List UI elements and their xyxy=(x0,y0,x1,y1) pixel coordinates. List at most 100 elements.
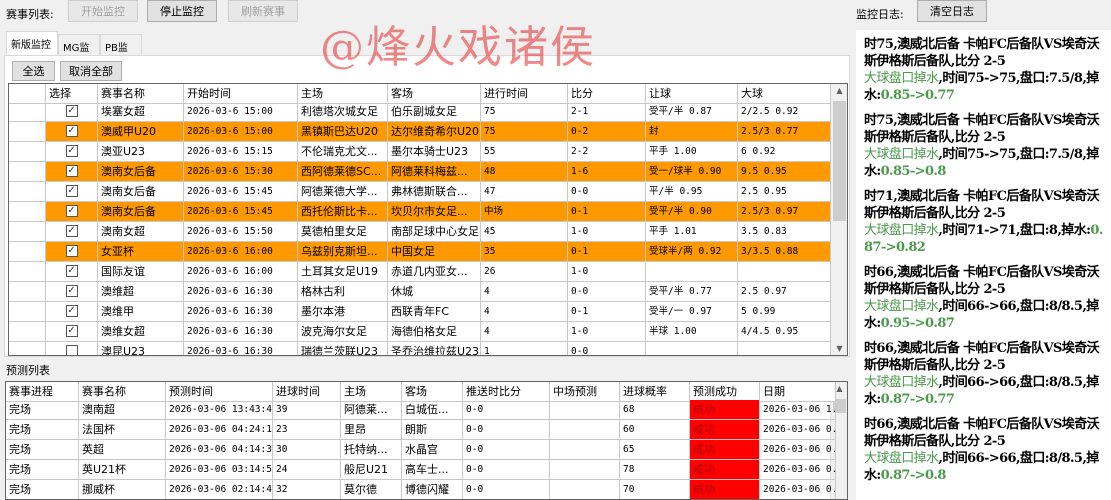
column-header[interactable]: 比分 xyxy=(568,84,646,104)
column-header[interactable]: 赛事名称 xyxy=(98,84,184,104)
table-row[interactable]: 完场 英U21杯 2026-03-06 03:14:58 24 般尼U21 高车士... 0… xyxy=(6,460,836,480)
row-header[interactable] xyxy=(9,182,46,202)
table-row[interactable]: ✓ 澳维超 2026-03-6 16:30 格林古利 休城 4 0-0 受平/半 0.77 2.… xyxy=(9,282,831,302)
table-row[interactable]: ✓ 埃塞女超 2026-03-6 15:00 利德塔次城女足 伯乐副城女足 75 2-1 受平… xyxy=(9,102,831,122)
select-cell[interactable]: ✓ xyxy=(46,162,98,182)
column-header[interactable]: 推送时比分 xyxy=(463,382,550,402)
select-checkbox[interactable] xyxy=(65,345,78,355)
column-header[interactable]: 进球时间 xyxy=(273,382,341,402)
select-checkbox[interactable]: ✓ xyxy=(65,165,78,177)
row-header[interactable] xyxy=(9,242,46,262)
column-header[interactable]: 选择 xyxy=(46,84,98,104)
select-cell[interactable]: ✓ xyxy=(46,322,98,342)
select-cell[interactable]: ✓ xyxy=(46,242,98,262)
overunder-cell: 2.5 0.95 xyxy=(738,182,831,202)
select-all-button[interactable]: 全选 xyxy=(12,61,55,81)
table-row[interactable]: ✓ 澳维女超 2026-03-6 16:30 波克海尔女足 海德伯格女足 4 1-0 半球 1… xyxy=(9,322,831,342)
table-row[interactable]: ✓ 国际友谊 2026-03-6 16:00 土耳其女足U19 赤道几内亚女... 26 1… xyxy=(9,262,831,282)
prediction-table-scrollbar[interactable]: ▲ xyxy=(830,382,847,499)
row-header[interactable] xyxy=(9,302,46,322)
select-checkbox[interactable]: ✓ xyxy=(65,125,78,137)
column-header[interactable]: 赛事名称 xyxy=(79,382,166,402)
select-checkbox[interactable]: ✓ xyxy=(65,305,78,317)
select-cell[interactable]: ✓ xyxy=(46,122,98,142)
column-header[interactable]: 开始时间 xyxy=(184,84,298,104)
tab-new-monitor[interactable]: 新版监控 xyxy=(6,31,58,55)
row-header-corner xyxy=(9,84,46,104)
select-cell[interactable]: ✓ xyxy=(46,202,98,222)
column-header[interactable]: 进球概率 xyxy=(620,382,690,402)
select-cell[interactable]: ✓ xyxy=(46,282,98,302)
row-header[interactable] xyxy=(9,322,46,342)
start-monitor-button[interactable]: 开始监控 xyxy=(68,0,138,22)
select-checkbox[interactable]: ✓ xyxy=(65,225,78,237)
column-header[interactable]: 进行时间 xyxy=(481,84,568,104)
table-row[interactable]: 完场 挪威杯 2026-03-06 02:14:48 32 莫尔德 博德闪耀 0-0 70 成功… xyxy=(6,480,836,499)
column-header[interactable]: 赛事进程 xyxy=(6,382,79,402)
select-checkbox[interactable]: ✓ xyxy=(65,265,78,277)
table-row[interactable]: ✓ 女亚杯 2026-03-6 16:00 乌兹别克斯坦... 中国女足 35 0-1 受球半… xyxy=(9,242,831,262)
column-header[interactable]: 中场预测 xyxy=(550,382,620,402)
row-header[interactable] xyxy=(9,342,46,355)
table-row[interactable]: ✓ 澳南女超 2026-03-6 15:50 莫德柏里女足 南部足球中心女足 45 1-0 平… xyxy=(9,222,831,242)
table-row[interactable]: ✓ 澳威甲U20 2026-03-6 15:00 黑镇斯巴达U20 达尔维奇希尔U20 7… xyxy=(9,122,831,142)
log-entry-alert: 大球盘口掉水 xyxy=(864,451,939,466)
refresh-matches-button[interactable]: 刷新赛事 xyxy=(228,0,298,22)
table-row[interactable]: ✓ 澳南女后备 2026-03-6 15:45 阿德莱德大学... 弗林德斯联合... 4… xyxy=(9,182,831,202)
column-header[interactable]: 预测时间 xyxy=(166,382,273,402)
cell: 托特纳... xyxy=(341,440,402,460)
select-cell[interactable]: ✓ xyxy=(46,222,98,242)
cell: 2026-03-06 0... xyxy=(760,420,836,440)
cell: 2026-03-06 03:14:58 xyxy=(166,460,273,480)
column-header[interactable]: 客场 xyxy=(388,84,481,104)
table-row[interactable]: ✓ 澳南女后备 2026-03-6 15:45 西托伦斯比卡... 坎贝尔市女足... 中… xyxy=(9,202,831,222)
elapsed-cell: 75 xyxy=(481,122,568,142)
column-header[interactable]: 预测成功 xyxy=(690,382,760,402)
row-header[interactable] xyxy=(9,202,46,222)
start-cell: 2026-03-6 16:30 xyxy=(184,302,298,322)
table-row[interactable]: 澳昆U23 2026-03-6 16:30 瑞德兰茨联U23 圣乔治维拉兹U23 1 0-… xyxy=(9,342,831,355)
select-checkbox[interactable]: ✓ xyxy=(65,105,78,117)
select-checkbox[interactable]: ✓ xyxy=(65,245,78,257)
tab-pb-monitor[interactable]: PB监控 xyxy=(100,34,142,69)
select-cell[interactable]: ✓ xyxy=(46,182,98,202)
column-header[interactable]: 让球 xyxy=(646,84,738,104)
column-header[interactable]: 客场 xyxy=(402,382,463,402)
clear-log-button[interactable]: 清空日志 xyxy=(917,0,987,22)
match-table-scrollbar[interactable]: ▲ ▼ xyxy=(830,84,847,355)
cell xyxy=(550,460,620,480)
row-header[interactable] xyxy=(9,282,46,302)
select-cell[interactable]: ✓ xyxy=(46,102,98,122)
row-header[interactable] xyxy=(9,122,46,142)
select-cell[interactable]: ✓ xyxy=(46,142,98,162)
table-row[interactable]: ✓ 澳维甲 2026-03-6 16:30 墨尔本港 西联青年FC 4 0-1 受半/一 0.… xyxy=(9,302,831,322)
table-row[interactable]: 完场 法国杯 2026-03-06 04:24:16 23 里昂 朗斯 0-0 60 成功 202… xyxy=(6,420,836,440)
deselect-all-button[interactable]: 取消全部 xyxy=(60,61,122,81)
column-header[interactable]: 主场 xyxy=(341,382,402,402)
stop-monitor-button[interactable]: 停止监控 xyxy=(147,0,217,22)
tab-mg-monitor[interactable]: MG监控 xyxy=(58,34,100,69)
select-checkbox[interactable]: ✓ xyxy=(65,145,78,157)
select-checkbox[interactable]: ✓ xyxy=(65,205,78,217)
table-row[interactable]: ✓ 澳亚U23 2026-03-6 15:15 不伦瑞克尤文... 墨尔本骑士U23 55… xyxy=(9,142,831,162)
table-row[interactable]: 完场 澳南超 2026-03-06 13:43:44 39 阿德莱... 白城伍... 0-… xyxy=(6,400,836,420)
select-checkbox[interactable]: ✓ xyxy=(65,285,78,297)
select-cell[interactable]: ✓ xyxy=(46,302,98,322)
row-header[interactable] xyxy=(9,102,46,122)
row-header[interactable] xyxy=(9,142,46,162)
select-checkbox[interactable]: ✓ xyxy=(65,185,78,197)
row-header[interactable] xyxy=(9,262,46,282)
select-cell[interactable]: ✓ xyxy=(46,262,98,282)
select-cell[interactable] xyxy=(46,342,98,355)
column-header[interactable]: 日期 xyxy=(760,382,836,402)
table-row[interactable]: 完场 英超 2026-03-06 04:14:36 30 托特纳... 水晶宫 0-0 65 成… xyxy=(6,440,836,460)
row-header[interactable] xyxy=(9,222,46,242)
table-row[interactable]: ✓ 澳南女后备 2026-03-6 15:30 西阿德莱德SC... 阿德莱科梅兹...… xyxy=(9,162,831,182)
elapsed-cell: 26 xyxy=(481,262,568,282)
score-cell: 0-1 xyxy=(568,202,646,222)
row-header[interactable] xyxy=(9,162,46,182)
column-header[interactable]: 主场 xyxy=(298,84,388,104)
column-header[interactable]: 大球 xyxy=(738,84,831,104)
select-checkbox[interactable]: ✓ xyxy=(65,325,78,337)
log-entry-detail: ,时间75->75,盘口:7.5/8,掉水: xyxy=(864,71,1099,103)
